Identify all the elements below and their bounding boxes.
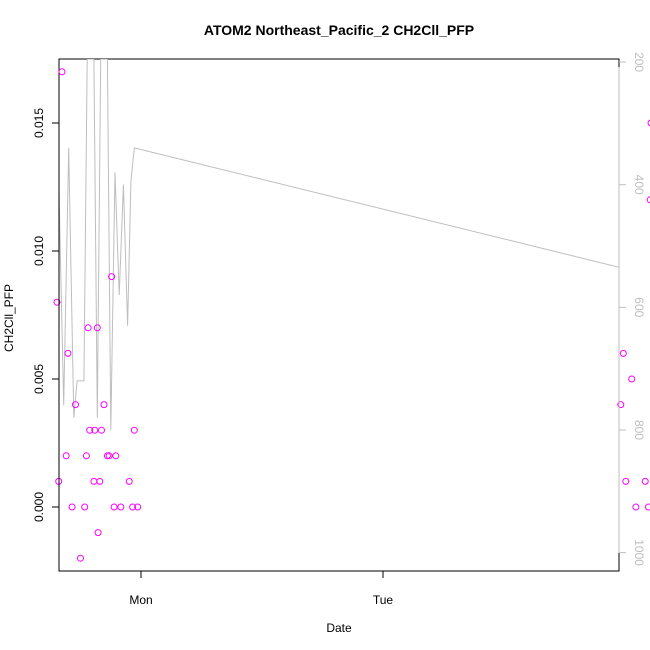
chart-title: ATOM2 Northeast_Pacific_2 CH2Cll_PFP (204, 22, 474, 38)
data-point (117, 503, 125, 511)
data-point (641, 477, 649, 485)
y-axis-right: 200 400 600 800 1000 (618, 52, 646, 566)
points-layer (53, 68, 650, 562)
x-axis-label: Date (326, 621, 352, 635)
y-tick-label: 0.010 (32, 236, 46, 266)
data-point (96, 477, 104, 485)
data-point (93, 324, 101, 332)
y-tick-label: 0.015 (32, 108, 46, 138)
data-point (62, 452, 70, 460)
y2-tick-label: 400 (632, 175, 646, 195)
x-tick-label: Tue (373, 593, 394, 607)
pressure-line (59, 59, 619, 431)
y-axis-label: CH2Cll_PFP (2, 284, 16, 352)
data-point (632, 503, 640, 511)
data-point (129, 503, 137, 511)
data-point (68, 503, 76, 511)
data-point (130, 426, 138, 434)
data-point (100, 401, 108, 409)
y-tick-label: 0.005 (32, 364, 46, 394)
y2-tick-label: 800 (632, 420, 646, 440)
x-axis: Mon Tue (129, 570, 394, 607)
plot-area (58, 58, 620, 572)
y-tick-label: 0.000 (32, 492, 46, 522)
data-point (105, 452, 113, 460)
x-tick-label: Mon (129, 593, 152, 607)
data-point (82, 452, 90, 460)
data-point (84, 324, 92, 332)
data-point (64, 349, 72, 357)
data-point (622, 477, 630, 485)
data-point (125, 477, 133, 485)
data-point (90, 477, 98, 485)
data-point (108, 273, 116, 281)
y-axis-left: 0.000 0.005 0.010 0.015 (32, 108, 60, 522)
data-point (647, 119, 650, 127)
y2-tick-label: 600 (632, 297, 646, 317)
data-point (98, 426, 105, 434)
y2-tick-label: 1000 (632, 539, 646, 566)
data-point (77, 554, 84, 562)
data-point (628, 375, 636, 383)
data-point (619, 349, 627, 357)
y2-tick-label: 200 (632, 52, 646, 72)
data-point (53, 298, 61, 306)
data-point (645, 503, 650, 511)
data-point (134, 503, 142, 511)
data-point (81, 503, 89, 511)
data-point (72, 401, 79, 409)
data-point (91, 426, 99, 434)
data-point (646, 196, 650, 204)
data-point (110, 503, 118, 511)
data-point (86, 426, 94, 434)
line-layer (59, 59, 619, 431)
data-point (94, 529, 102, 537)
data-point (112, 452, 120, 460)
data-point (617, 401, 625, 409)
data-point (58, 68, 66, 76)
